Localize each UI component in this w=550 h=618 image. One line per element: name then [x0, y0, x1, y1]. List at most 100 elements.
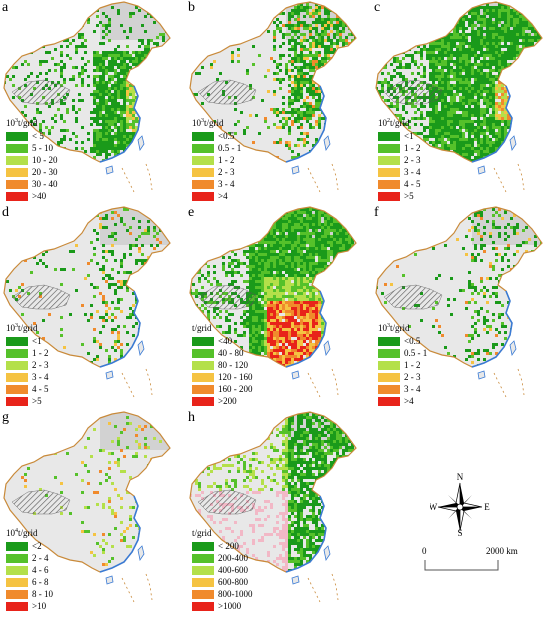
legend-label: 4 - 5: [32, 384, 49, 394]
legend-unit: 104t/grid: [6, 528, 53, 538]
panel-letter: d: [2, 205, 9, 220]
panel-letter: c: [374, 0, 381, 15]
legend-row: >10: [6, 600, 53, 612]
south-sea-boundary: [493, 163, 525, 193]
land-area: [376, 207, 542, 367]
legend-label: >10: [32, 601, 47, 611]
legend-row: <1: [6, 335, 49, 347]
legend-row: 10 - 20: [6, 154, 58, 166]
map-panel-b: b 103t/grid <0.5 0.5 - 1 1 - 2 2 - 3 3 - 4 >4: [186, 0, 364, 202]
legend-label: 2 - 4: [32, 553, 49, 563]
legend-swatch: [192, 143, 214, 153]
legend-label: 400-600: [218, 565, 248, 575]
legend-label: 2 - 3: [404, 155, 421, 165]
map-panel-e: e t/grid <40 40 - 80 80 - 120 120 - 160 160 - …: [186, 205, 364, 407]
legend-swatch: [378, 179, 400, 189]
legend-label: < 200: [218, 541, 239, 551]
legend-row: 8 - 10: [6, 588, 53, 600]
legend-row: 3 - 4: [378, 166, 421, 178]
legend-row: >4: [192, 190, 241, 202]
hatched-area: [11, 284, 71, 310]
map-panel-a: a 103t/grid < 5 5 - 10 10 - 20 20 - 30 30 - 40…: [0, 0, 178, 202]
scale-bar: 0 2000 km: [420, 546, 530, 576]
china-map-c: [375, 1, 543, 193]
legend-label: 1 - 2: [32, 348, 49, 358]
legend-row: <0.5: [378, 335, 427, 347]
north-arrow-compass: N S W E: [429, 470, 491, 540]
legend-row: 800-1000: [192, 588, 253, 600]
panel-letter: h: [188, 410, 195, 425]
legend-swatch: [6, 131, 28, 141]
legend-swatch: [6, 577, 28, 587]
legend-label: >40: [32, 191, 47, 201]
map-panel-d: d 103t/grid <1 1 - 2 2 - 3 3 - 4 4 - 5 >5: [0, 205, 178, 406]
legend-label: 0.5 - 1: [404, 348, 428, 358]
legend-label: 2 - 3: [404, 372, 421, 382]
legend-swatch: [6, 336, 28, 346]
legend-label: 0.5 - 1: [218, 143, 242, 153]
legend-swatch: [6, 155, 28, 165]
compass-rose-icon: [437, 482, 483, 532]
legend-c: 102t/grid <1 1 - 2 2 - 3 3 - 4 4 - 5 >5: [378, 118, 421, 202]
legend-swatch: [6, 589, 28, 599]
legend-label: <0.5: [218, 131, 235, 141]
legend-unit: 103t/grid: [192, 118, 241, 128]
south-sea-boundary: [121, 573, 153, 603]
legend-row: 1 - 2: [6, 347, 49, 359]
legend-row: 2 - 3: [378, 154, 421, 166]
legend-e: t/grid <40 40 - 80 80 - 120 120 - 160 160 - 2…: [192, 323, 253, 407]
taiwan-island: [509, 340, 517, 357]
legend-label: 120 - 160: [218, 372, 253, 382]
unit-exponent: 3: [201, 118, 204, 124]
coastline: [285, 290, 327, 368]
legend-swatch: [192, 179, 214, 189]
legend-b: 103t/grid <0.5 0.5 - 1 1 - 2 2 - 3 3 - 4 >4: [192, 118, 241, 202]
hainan-island: [477, 165, 486, 175]
legend-label: >5: [32, 396, 42, 406]
legend-row: < 200: [192, 540, 253, 552]
legend-label: 40 - 80: [218, 348, 244, 358]
china-map-a: [3, 1, 171, 193]
legend-swatch: [6, 541, 28, 551]
legend-label: 2 - 3: [32, 360, 49, 370]
hainan-island: [477, 370, 486, 380]
hatched-area: [11, 79, 71, 105]
hatched-area: [383, 284, 443, 310]
hainan-island: [291, 370, 300, 380]
legend-swatch: [192, 155, 214, 165]
legend-swatch: [6, 601, 28, 611]
legend-unit: t/grid: [192, 528, 253, 538]
legend-label: 3 - 4: [32, 372, 49, 382]
legend-row: 1 - 2: [378, 142, 421, 154]
taiwan-island: [137, 545, 145, 562]
legend-row: 1 - 2: [192, 154, 241, 166]
legend-row: >200: [192, 395, 253, 407]
legend-row: 0.5 - 1: [192, 142, 241, 154]
legend-label: 4 - 5: [404, 179, 421, 189]
china-map-h: [189, 411, 357, 603]
legend-label: 6 - 8: [32, 577, 49, 587]
legend-swatch: [192, 589, 214, 599]
legend-row: 4 - 5: [6, 383, 49, 395]
legend-row: <0.5: [192, 130, 241, 142]
legend-swatch: [192, 396, 214, 406]
legend-swatch: [378, 396, 400, 406]
legend-a: 103t/grid < 5 5 - 10 10 - 20 20 - 30 30 - 40 >…: [6, 118, 58, 202]
legend-swatch: [192, 541, 214, 551]
legend-swatch: [378, 131, 400, 141]
unit-base: 10: [378, 118, 387, 128]
taiwan-island: [323, 135, 331, 152]
legend-label: 30 - 40: [32, 179, 58, 189]
unit-exponent: 2: [387, 118, 390, 124]
south-sea-boundary: [493, 368, 525, 398]
scale-start-label: 0: [422, 546, 427, 556]
china-map-f: [375, 206, 543, 398]
legend-g: 104t/grid <2 2 - 4 4 - 6 6 - 8 8 - 10 >10: [6, 528, 53, 612]
taiwan-island: [137, 135, 145, 152]
legend-swatch: [192, 384, 214, 394]
legend-swatch: [6, 143, 28, 153]
taiwan-island: [323, 545, 331, 562]
china-map-g: [3, 411, 171, 603]
legend-label: <1: [404, 131, 414, 141]
coastline: [471, 290, 513, 368]
